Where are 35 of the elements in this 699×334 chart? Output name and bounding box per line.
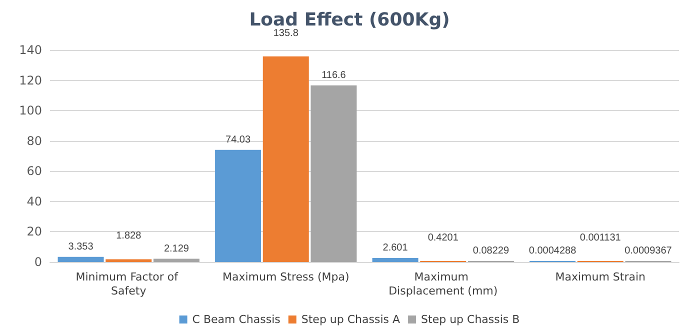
x-tick-label: Maximum Displacement (mm) (388, 270, 498, 298)
y-tick-label: 140 (19, 43, 42, 57)
y-tick-label: 0 (34, 255, 42, 269)
x-tick-label: Minimum Factor of Safety (76, 270, 182, 298)
y-tick-label: 80 (26, 134, 42, 148)
y-tick-label: 100 (19, 104, 42, 118)
legend-label: Step up Chassis A (301, 313, 401, 326)
data-label: 0.001131 (580, 232, 622, 244)
data-label: 116.6 (322, 70, 346, 81)
data-label: 2.129 (164, 243, 190, 254)
data-label: 3.353 (68, 241, 94, 252)
data-label: 1.828 (116, 230, 142, 242)
chart-title: Load Effect (600Kg) (249, 10, 450, 30)
data-label: 0.08229 (472, 246, 510, 256)
x-tick-label: Maximum Strain (555, 270, 646, 284)
data-label: 135.8 (273, 28, 299, 39)
y-tick-label: 60 (26, 164, 42, 178)
legend-label: Step up Chassis B (421, 313, 520, 326)
bar (153, 258, 200, 262)
y-tick-label: 20 (26, 224, 42, 239)
data-label: 2.601 (382, 242, 408, 254)
y-tick-label: 40 (26, 194, 42, 208)
data-label: 0.0009367 (624, 246, 672, 256)
y-tick-label: 120 (19, 73, 42, 88)
bar (106, 259, 152, 262)
legend-label: C Beam Chassis (192, 313, 281, 326)
bar (215, 150, 262, 262)
bar (262, 56, 309, 262)
bar (58, 256, 104, 262)
bar (310, 85, 357, 262)
data-label: 0.0004288 (528, 246, 577, 256)
data-label: 0.4201 (428, 232, 459, 244)
bar (372, 258, 418, 262)
data-label: 74.03 (226, 134, 251, 146)
x-tick-label: Maximum Stress (Mpa) (222, 270, 350, 284)
